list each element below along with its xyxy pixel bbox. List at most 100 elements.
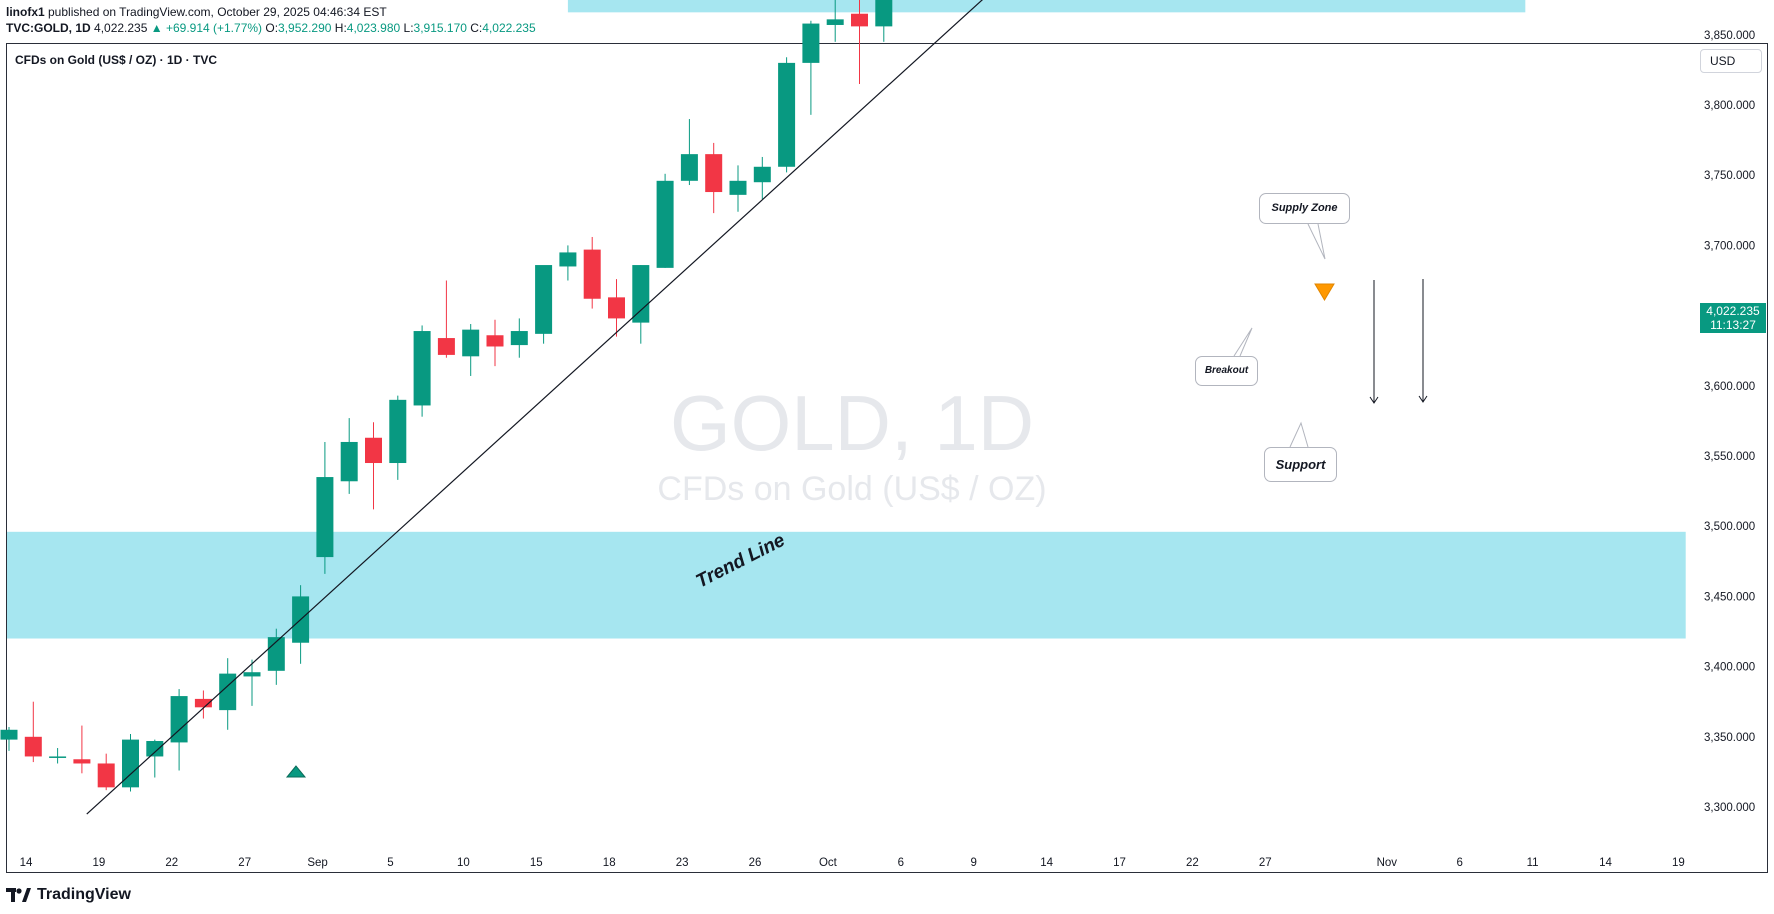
currency-button[interactable]: USD	[1700, 49, 1762, 73]
y-tick-label: 3,850.000	[1704, 30, 1755, 42]
candle	[656, 173, 674, 268]
y-tick-label: 3,800.000	[1704, 100, 1755, 112]
candle-body	[316, 477, 334, 558]
zone-mid-support	[567, 0, 1526, 13]
x-axis[interactable]: 14 19 22 27 Sep 5 10 15 18 23 26 Oct 6 9 14 17 22 27 Nov 6 1…	[20, 857, 1685, 869]
candle	[851, 0, 868, 84]
x-tick-label: 14	[1599, 857, 1612, 869]
candle	[437, 280, 455, 358]
publisher-info: published on TradingView.com, October 29…	[44, 5, 387, 19]
candle	[24, 701, 42, 763]
tradingview-brand-text: TradingView	[37, 886, 131, 903]
candle	[705, 142, 723, 214]
candle-body	[680, 154, 698, 181]
candle	[875, 0, 893, 42]
candle-body	[753, 166, 771, 183]
candle-body	[389, 399, 407, 464]
support-callout: Support	[1264, 447, 1337, 482]
publisher-name[interactable]: linofx1	[6, 5, 45, 19]
x-tick-label: Sep	[307, 857, 327, 869]
candle-body	[705, 154, 723, 193]
y-tick-label: 3,550.000	[1704, 451, 1755, 463]
candle-body	[583, 249, 601, 299]
candle	[97, 753, 115, 791]
open-value: 3,952.290	[278, 21, 332, 35]
low-label: L:	[403, 21, 414, 35]
price-change: ▲ +69.914 (+1.77%)	[150, 21, 263, 35]
candle-body	[170, 696, 188, 743]
current-price-tag: 4,022.235 11:13:27	[1700, 303, 1766, 333]
candle-body	[122, 739, 139, 788]
chart-title: CFDs on Gold (US$ / OZ) · 1D · TVC	[15, 53, 217, 67]
candle-body	[632, 265, 650, 323]
candle	[146, 739, 164, 778]
x-tick-label: Nov	[1377, 857, 1398, 869]
candle	[680, 119, 698, 186]
candle	[802, 20, 820, 115]
supply-down-marker	[1314, 283, 1335, 301]
candle-body	[656, 180, 674, 268]
x-tick-label: 18	[603, 857, 616, 869]
x-tick-label: 14	[1040, 857, 1053, 869]
x-tick-label: 6	[1456, 857, 1462, 869]
y-tick-label: 3,400.000	[1704, 662, 1755, 674]
x-tick-label: 19	[93, 857, 106, 869]
candle-body	[24, 736, 42, 757]
supply-callout-pointer	[1307, 223, 1326, 260]
zones	[7, 0, 1686, 639]
low-value: 3,915.170	[413, 21, 467, 35]
zone-lower-support	[7, 531, 1686, 639]
x-tick-label: 5	[387, 857, 393, 869]
candle	[267, 628, 285, 685]
breakout-callout: Breakout	[1195, 356, 1258, 386]
x-tick-label: 26	[749, 857, 762, 869]
candle	[486, 319, 504, 367]
trend-line	[86, 0, 983, 815]
symbol-ohlc-line: TVC:GOLD, 1D 4,022.235 ▲ +69.914 (+1.77%…	[6, 21, 536, 35]
y-tick-label: 3,750.000	[1704, 170, 1755, 182]
candle-body	[97, 763, 115, 788]
candle-body	[73, 759, 91, 764]
candle-body	[340, 441, 358, 482]
chart-frame	[6, 43, 1768, 873]
candle	[73, 725, 91, 774]
supply-zone-callout: Supply Zone	[1259, 193, 1350, 224]
close-label: C:	[470, 21, 483, 35]
target-arrowhead	[1418, 395, 1428, 403]
candle	[365, 422, 382, 510]
candle	[122, 733, 139, 792]
y-axis[interactable]: 3,300.000 3,350.000 3,400.000 3,450.000 3,50…	[1704, 0, 1755, 814]
high-value: 4,023.980	[346, 21, 401, 35]
candle-body	[486, 335, 504, 347]
breakout-callout-pointer	[1233, 327, 1253, 357]
x-tick-label: 6	[898, 857, 904, 869]
candle-body	[535, 265, 553, 334]
support-callout-pointer	[1289, 421, 1309, 448]
publisher-line: linofx1 published on TradingView.com, Oc…	[6, 5, 387, 19]
tradingview-logo[interactable]: TradingView	[6, 886, 131, 904]
candle	[316, 441, 334, 574]
candles	[0, 0, 893, 792]
candle-body	[194, 698, 212, 708]
x-tick-label: 27	[1259, 857, 1272, 869]
candle-body	[559, 252, 577, 267]
y-tick-label: 3,500.000	[1704, 521, 1755, 533]
tradingview-logo-icon	[6, 888, 31, 902]
candle	[559, 245, 577, 281]
candle-body	[851, 13, 868, 27]
target-arrowhead	[1369, 396, 1379, 404]
candle-body	[49, 756, 67, 758]
candle-body	[778, 62, 796, 167]
watermark: GOLD, 1D CFDs on Gold (US$ / OZ)	[657, 379, 1046, 508]
candle	[194, 690, 212, 719]
candle	[729, 165, 747, 212]
x-tick-label: 23	[676, 857, 689, 869]
x-tick-label: 9	[970, 857, 976, 869]
watermark-main: GOLD, 1D	[670, 379, 1034, 467]
candle	[389, 395, 407, 480]
x-tick-label: 14	[20, 857, 33, 869]
x-tick-label: 10	[457, 857, 470, 869]
candle-body	[875, 0, 893, 27]
candle-body	[510, 331, 528, 346]
